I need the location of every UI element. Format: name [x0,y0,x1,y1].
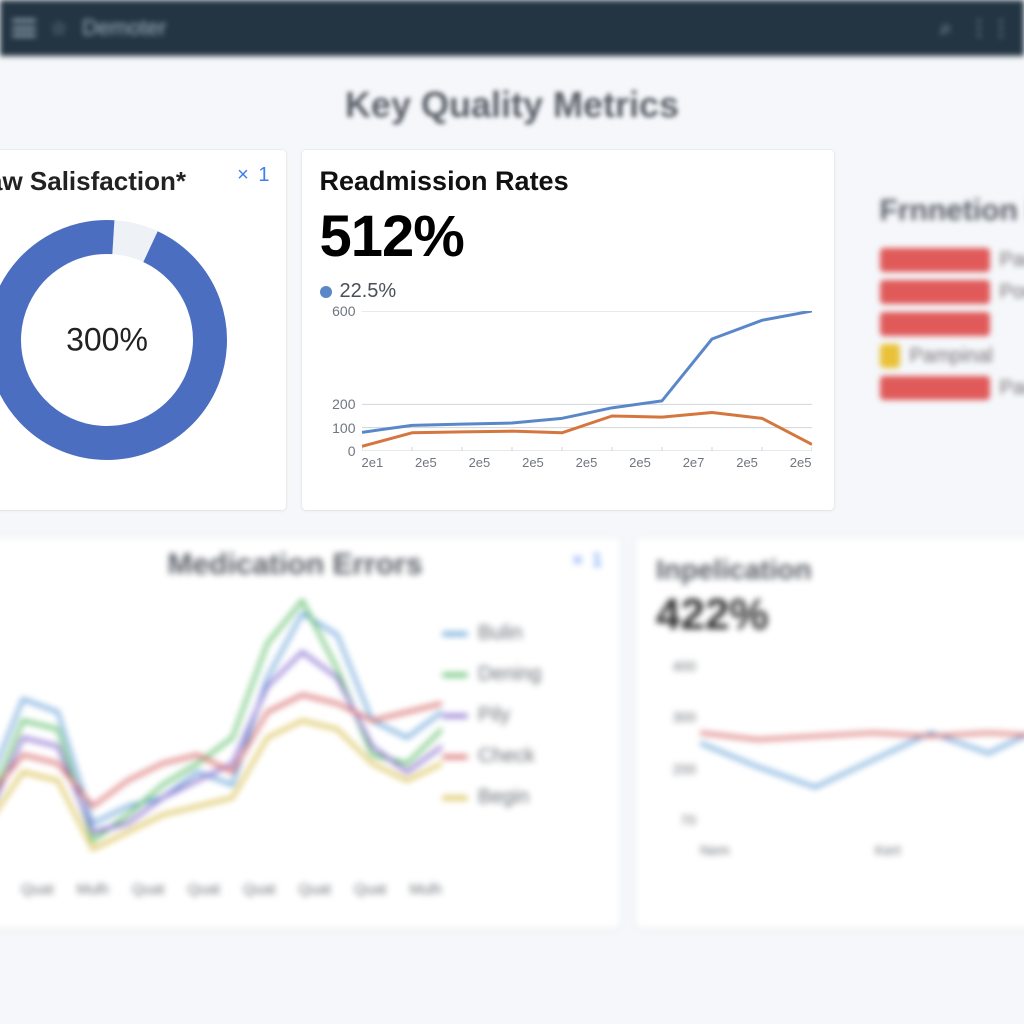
topbar-right: ⌕ ⋮⋮ [940,15,1012,41]
app-grid-icon[interactable]: ⋮⋮ [968,15,1012,41]
readmission-legend: 22.5% [320,280,816,303]
status-label: Panner [1000,249,1024,272]
status-pill [880,312,990,336]
readmission-title: Readmission Rates [320,166,816,197]
legend-dot-icon [320,286,332,298]
medication-x-axis: Quat Mulh Quat Quat Quat Quat Quat Mulh [0,881,442,898]
readmission-legend-label: 22.5% [340,280,397,303]
legend-swatch-icon [442,714,468,718]
x-tick: Quat [243,881,276,898]
x-tick: Mulh [76,881,109,898]
legend-swatch-icon [442,755,468,759]
satisfaction-donut: 300% [0,215,232,465]
status-row: Panner [850,244,1024,276]
x-tick: Quat [21,881,54,898]
x-tick: 2e5 [736,455,758,481]
status-label: Pampinal [910,345,993,368]
legend-label: Begin [478,786,529,809]
legend-label: Bulin [478,622,522,645]
status-pill [880,376,990,400]
status-row: Pampinal [850,340,1024,372]
legend-label: Pily [478,704,510,727]
inpelication-plot [700,658,1024,828]
x-tick: 2e1 [362,455,384,481]
frn-title: Frnnetion R [850,194,1024,228]
x-tick: 2e5 [469,455,491,481]
inpelication-title: Inpelication [656,554,1024,586]
medication-body: QuatMulhQuatQuatQuatQuatQuatMulh Bulin De… [0,592,602,892]
x-tick: Quat [187,881,220,898]
search-icon[interactable]: ⌕ [940,15,952,41]
row-1: aw Salisfaction* × 1 300% Readmission Ra… [0,150,1024,510]
inpelication-x-axis: Nem Kert [700,842,1024,858]
legend-swatch-icon [442,673,468,677]
card-inpelication: Inpelication 422% 400 300 200 70 Nem Kert [636,538,1024,928]
medication-legend: Bulin Dening Pily Check Begin [442,592,602,892]
legend-swatch-icon [442,796,468,800]
inpelication-y-axis: 400 300 200 70 [656,658,696,828]
readmission-plot [362,311,812,451]
x-tick: Nem [700,842,730,858]
x-tick: Quat [298,881,331,898]
legend-item: Dening [442,663,602,686]
status-row: Porl [850,276,1024,308]
status-label: Panne [1000,377,1024,400]
status-row: Panne [850,372,1024,404]
status-row [850,308,1024,340]
card-satisfaction: aw Salisfaction* × 1 300% [0,150,286,510]
x-tick: 2e5 [790,455,812,481]
readmission-value: 512% [320,203,816,270]
legend-item: Begin [442,786,602,809]
satisfaction-center-value: 300% [66,322,148,359]
legend-item: Pily [442,704,602,727]
inpelication-chart: 400 300 200 70 Nem Kert [656,658,1024,858]
row-2: Medication Errors × 1 QuatMulhQuatQuatQu… [0,538,1024,928]
frn-list: Panner Porl Pampinal Panne [850,244,1024,404]
topbar: ☆ Demoter ⌕ ⋮⋮ [0,0,1024,56]
readmission-chart: 0100200600 2e12e52e52e52e52e52e72e52e5 [320,311,816,481]
readmission-x-axis: 2e1 2e5 2e5 2e5 2e5 2e5 2e7 2e5 2e5 [362,455,812,481]
medication-chart: QuatMulhQuatQuatQuatQuatQuatMulh [0,592,442,892]
legend-label: Dening [478,663,541,686]
x-tick: Quat [132,881,165,898]
card-readmission: Readmission Rates 512% 22.5% 0100200600 … [302,150,834,510]
y-tick: 100 [332,420,355,436]
page-title: Key Quality Metrics [0,84,1024,126]
x-tick: 2e7 [683,455,705,481]
y-tick: 0 [348,443,356,459]
status-pill [880,344,900,368]
favorite-icon[interactable]: ☆ [50,16,68,41]
status-pill [880,280,990,304]
medication-title: Medication Errors [0,548,602,582]
x-tick: Kert [875,842,901,858]
x-tick: Quat [354,881,387,898]
x-tick: 2e5 [576,455,598,481]
x-tick: 2e5 [522,455,544,481]
satisfaction-title: aw Salisfaction* [0,166,268,197]
legend-label: Check [478,745,535,768]
card-medication: Medication Errors × 1 QuatMulhQuatQuatQu… [0,538,620,928]
legend-swatch-icon [442,632,468,636]
satisfaction-badge[interactable]: × 1 [237,164,271,187]
x-tick: 2e5 [629,455,651,481]
panel-frn: Frnnetion R Panner Porl Pampinal Panne [850,150,1024,510]
inpelication-value: 422% [656,590,1024,640]
legend-item: Bulin [442,622,602,645]
x-tick: Mulh [409,881,442,898]
topbar-left: ☆ Demoter [12,15,166,41]
x-tick: 2e5 [415,455,437,481]
y-tick: 300 [656,709,696,725]
y-tick: 70 [656,812,696,828]
page-name: Demoter [82,15,166,41]
y-tick: 200 [656,761,696,777]
medication-badge[interactable]: × 1 [572,550,604,571]
legend-item: Check [442,745,602,768]
status-pill [880,248,990,272]
menu-icon[interactable] [12,19,36,37]
y-tick: 600 [332,303,355,319]
y-tick: 200 [332,396,355,412]
status-label: Porl [1000,281,1024,304]
y-tick: 400 [656,658,696,674]
readmission-y-axis: 0100200600 [320,311,360,451]
